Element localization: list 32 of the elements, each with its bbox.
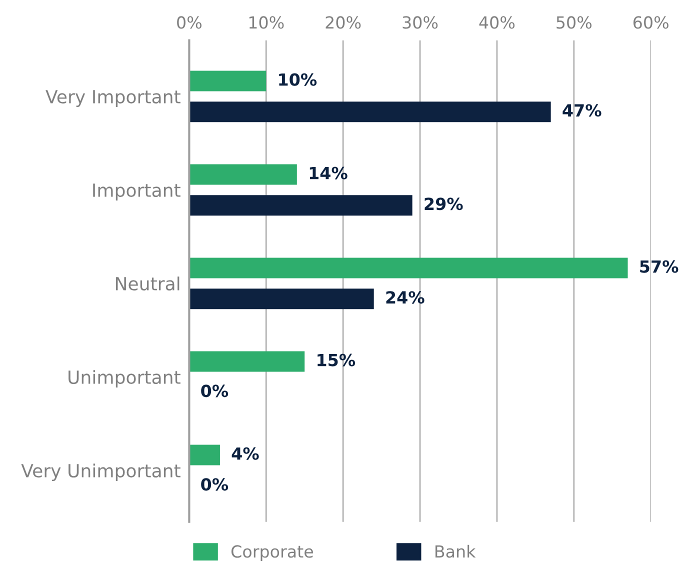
data-label: 0% (201, 478, 228, 491)
bar (189, 102, 551, 122)
data-label: 29% (424, 198, 463, 210)
data-label: 57% (640, 260, 678, 273)
data-label: 47% (562, 104, 602, 117)
x-tick-label: 20% (326, 16, 361, 29)
y-tick-label: Important (93, 184, 180, 201)
bar (189, 444, 220, 466)
x-tick-label: 50% (556, 16, 592, 29)
data-label: 14% (310, 166, 348, 180)
legend-label: Bank (436, 544, 476, 558)
bar (189, 288, 374, 310)
x-tick-label: 10% (249, 16, 284, 29)
y-tick-label: Unimportant (68, 370, 180, 388)
data-label: 10% (279, 73, 317, 86)
x-tick-label: 0% (177, 16, 202, 29)
bar (189, 351, 305, 372)
data-label: 15% (318, 354, 356, 366)
bar (189, 258, 628, 278)
bar (189, 195, 412, 216)
data-label: 4% (232, 447, 259, 460)
bar (189, 164, 297, 185)
x-tick-label: 60% (633, 16, 668, 29)
data-label: 24% (386, 291, 424, 304)
y-tick-label: Neutral (116, 276, 180, 291)
x-tick-label: 30% (402, 16, 438, 29)
data-label: 0% (201, 384, 228, 398)
legend-label: Corporate (231, 545, 313, 561)
bar (189, 70, 266, 92)
y-tick-label: Very Unimportant (21, 464, 180, 482)
y-tick-label: Very Important (46, 90, 180, 108)
x-tick-label: 40% (479, 16, 515, 29)
